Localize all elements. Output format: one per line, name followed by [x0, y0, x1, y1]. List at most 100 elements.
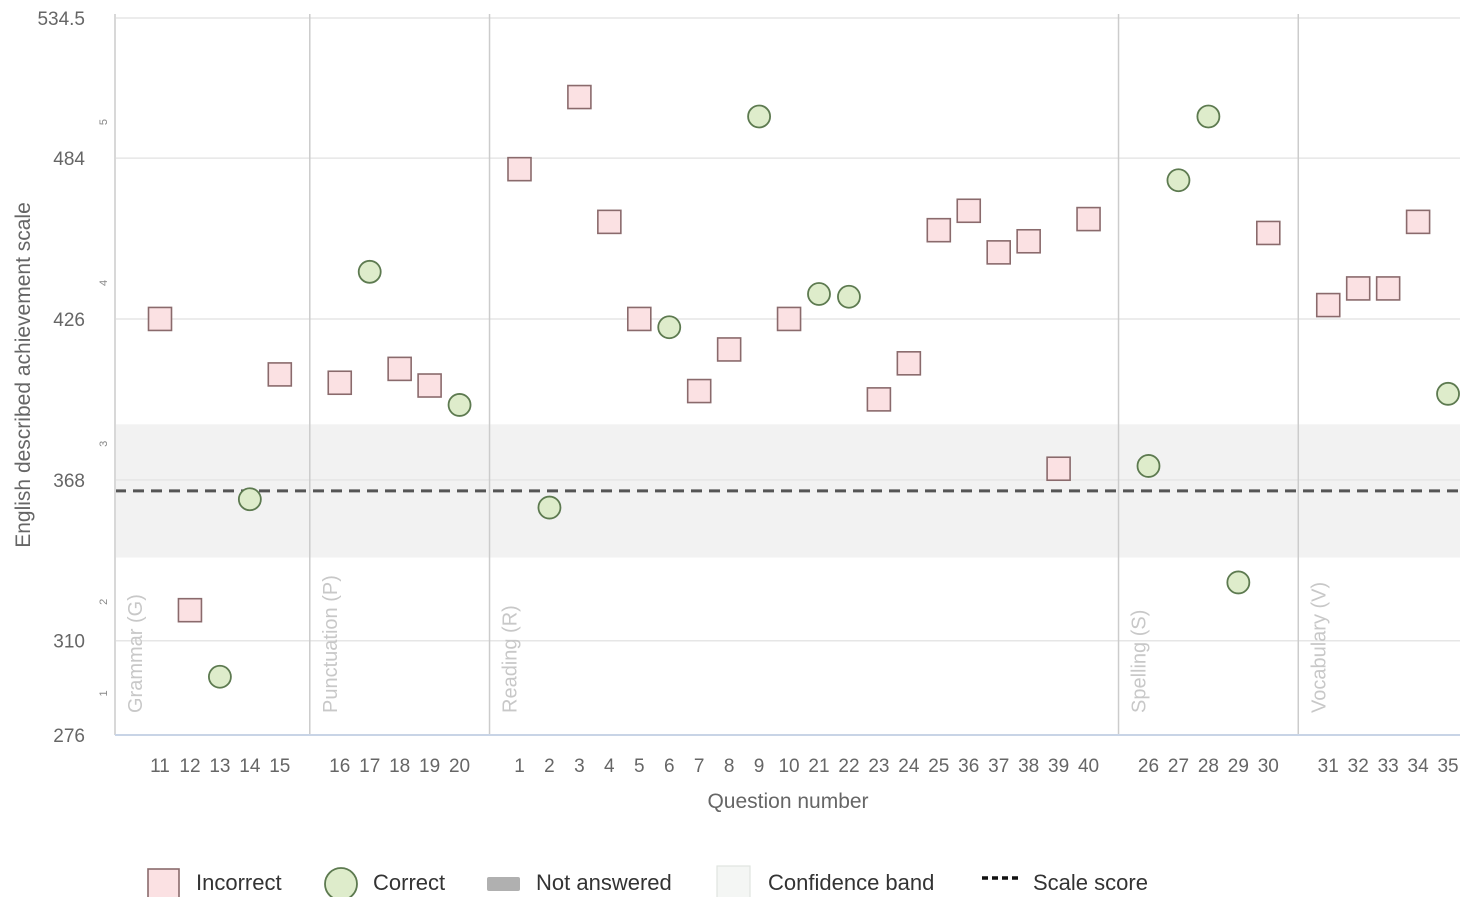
- incorrect-point: [986, 240, 1012, 265]
- x-tick-label: 19: [419, 756, 440, 777]
- x-tick-label: 39: [1048, 756, 1069, 777]
- correct-point: [1436, 381, 1460, 406]
- x-tick-label: 28: [1198, 756, 1219, 777]
- incorrect-point: [507, 156, 532, 182]
- correct-point: [1136, 454, 1161, 478]
- section-label: Punctuation (P): [320, 575, 342, 713]
- incorrect-point: [686, 378, 712, 404]
- x-tick-label: 10: [778, 756, 799, 777]
- incorrect-point: [567, 84, 592, 110]
- incorrect-point: [1076, 206, 1101, 232]
- x-tick-label: 23: [868, 756, 889, 777]
- y-tick-label: 276: [53, 726, 85, 747]
- correct-point: [237, 487, 262, 512]
- correct-point: [1196, 104, 1221, 129]
- incorrect-point: [626, 306, 652, 332]
- incorrect-point: [956, 198, 982, 224]
- correct-point: [807, 282, 831, 306]
- incorrect-point: [417, 373, 442, 398]
- x-tick-label: 22: [838, 756, 859, 777]
- incorrect-point: [387, 356, 412, 382]
- incorrect-point: [1315, 292, 1341, 318]
- incorrect-point: [866, 387, 892, 412]
- x-axis-title: Question number: [707, 790, 868, 813]
- x-tick-label: 24: [898, 756, 920, 777]
- band-number-label: 5: [98, 119, 110, 125]
- section-label: Vocabulary (V): [1308, 582, 1330, 713]
- x-tick-label: 26: [1138, 756, 1159, 777]
- y-axis-title: English described achievement scale: [12, 202, 35, 548]
- axes: [114, 14, 1460, 736]
- incorrect-point: [267, 362, 293, 387]
- y-tick-label: 484: [53, 149, 85, 170]
- x-tick-label: 30: [1258, 756, 1279, 777]
- correct-point: [447, 393, 472, 417]
- x-tick-label: 17: [359, 756, 380, 777]
- incorrect-point: [147, 306, 173, 332]
- incorrect-point: [1016, 228, 1041, 254]
- x-tick-label: 15: [269, 756, 290, 777]
- y-tick-label: 368: [53, 471, 85, 492]
- legend: Incorrect Correct Not answered Confidence b…: [147, 865, 1148, 897]
- data-points: [147, 84, 1460, 689]
- x-tick-label: 13: [209, 756, 230, 777]
- legend-confidence-band-swatch: [716, 865, 751, 897]
- x-tick-label: 37: [988, 756, 1009, 777]
- x-tick-label: 8: [724, 756, 735, 777]
- x-tick-label: 29: [1228, 756, 1249, 777]
- x-tick-label: 31: [1318, 756, 1339, 777]
- correct-point: [657, 315, 682, 340]
- legend-correct-label: Correct: [373, 870, 445, 895]
- band-number-labels: 1 2 3 4 5: [98, 119, 110, 697]
- x-tick-label: 27: [1168, 756, 1189, 777]
- legend-incorrect-label: Incorrect: [196, 870, 282, 895]
- x-tick-label: 9: [754, 756, 765, 777]
- section-labels: Grammar (G) Punctuation (P) Reading (R) Spe…: [125, 575, 1330, 713]
- legend-incorrect-swatch: [147, 868, 180, 897]
- section-label: Reading (R): [500, 605, 522, 713]
- x-tick-label: 18: [389, 756, 410, 777]
- y-tick-label: 310: [53, 632, 85, 653]
- band-number-label: 2: [98, 599, 110, 605]
- x-tick-label: 33: [1378, 756, 1399, 777]
- incorrect-point: [597, 209, 622, 235]
- x-tick-label: 1: [514, 756, 525, 777]
- correct-point: [537, 495, 562, 520]
- x-tick-label: 11: [150, 756, 170, 777]
- x-tick-label: 35: [1437, 756, 1458, 777]
- y-tick-label: 426: [53, 310, 85, 331]
- incorrect-point: [926, 217, 952, 243]
- incorrect-point: [896, 351, 922, 376]
- incorrect-point: [327, 370, 353, 396]
- incorrect-point: [716, 337, 742, 362]
- incorrect-point: [1405, 209, 1431, 235]
- x-tick-label: 36: [958, 756, 979, 777]
- x-tick-label: 7: [694, 756, 705, 777]
- legend-correct-swatch: [324, 867, 358, 897]
- legend-scale-score-label: Scale score: [1033, 870, 1148, 895]
- band-number-label: 4: [98, 280, 110, 286]
- section-label: Grammar (G): [125, 594, 147, 713]
- y-tick-label: 534.5: [37, 9, 85, 30]
- x-tick-label: 3: [574, 756, 585, 777]
- x-tick-label: 21: [808, 756, 829, 777]
- y-tick-labels: 276 310 368 426 484 534.5: [37, 9, 85, 747]
- correct-point: [1166, 168, 1191, 193]
- correct-point: [1226, 570, 1251, 595]
- x-tick-label: 34: [1408, 756, 1430, 777]
- x-tick-label: 2: [544, 756, 555, 777]
- x-tick-label: 16: [329, 756, 350, 777]
- x-tick-label: 20: [449, 756, 470, 777]
- incorrect-point: [1046, 456, 1071, 482]
- x-tick-label: 5: [634, 756, 645, 777]
- legend-not-answered-label: Not answered: [536, 870, 672, 895]
- legend-confidence-band-label: Confidence band: [768, 870, 934, 895]
- incorrect-point: [177, 597, 203, 623]
- band-number-label: 1: [98, 690, 110, 696]
- x-tick-labels: 11 12 13 14 15 16 17 18 19 20 1 2 3 4 5 6 7 8 9 10 21 22 23 24 2…: [150, 756, 1458, 777]
- x-tick-label: 25: [928, 756, 949, 777]
- x-tick-label: 14: [239, 756, 261, 777]
- correct-point: [207, 664, 232, 689]
- section-separators: [309, 14, 1300, 735]
